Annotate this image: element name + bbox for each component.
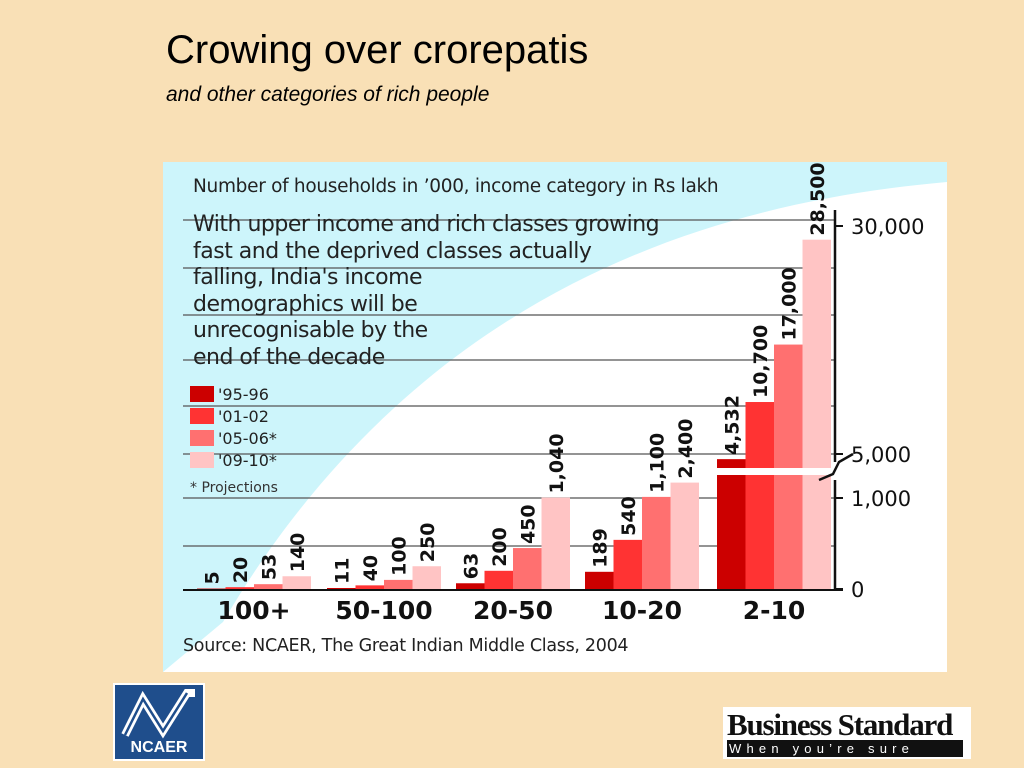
legend-swatch [190, 386, 214, 402]
bar [802, 239, 831, 589]
x-tick-label: 100+ [217, 596, 290, 625]
y-tick-label: 5,000 [851, 443, 911, 467]
legend-item: '09-10* [190, 449, 277, 471]
bar-value-label: 540 [618, 496, 640, 536]
page-title: Crowing over crorepatis [166, 28, 589, 72]
legend-label: '95-96 [218, 384, 269, 404]
annotation-line: fast and the deprived classes actually [193, 238, 592, 264]
x-tick-label: 10-20 [602, 596, 682, 625]
bar-value-label: 200 [489, 527, 511, 567]
income-bar-chart: 5 20 53 140 100+ 11 40 100 250 50-100 63 200 450 1,04… [163, 162, 947, 672]
ncaer-logo-text: NCAER [130, 739, 188, 756]
bar [717, 459, 746, 589]
bar-value-label: 100 [388, 536, 410, 576]
legend-label: '01-02 [218, 406, 269, 426]
x-tick-label: 20-50 [473, 596, 553, 625]
bar [327, 587, 356, 589]
business-standard-logo: Business Standard When you’re sure [723, 707, 971, 759]
bar-value-label: 450 [517, 504, 539, 544]
bar-value-label: 1,040 [546, 433, 568, 493]
bar-value-label: 20 [230, 557, 252, 583]
y-tick-label: 1,000 [851, 487, 911, 511]
ncaer-logo: NCAER [113, 683, 205, 761]
annotation-line: unrecognisable by the [193, 318, 428, 343]
business-standard-name: Business Standard [727, 707, 953, 742]
bar [745, 402, 774, 589]
bar [225, 587, 254, 589]
bar-value-label: 28,500 [807, 162, 829, 235]
bar [513, 548, 542, 589]
bar [254, 584, 283, 589]
legend-item: '05-06* [190, 427, 277, 449]
legend-swatch [190, 430, 214, 446]
bar-value-label: 250 [417, 523, 439, 563]
axis-break-band [711, 468, 841, 475]
bar-value-label: 5 [201, 571, 223, 584]
annotation-line: falling, India's income [193, 265, 423, 290]
bar [642, 496, 671, 589]
page-subtitle: and other categories of rich people [166, 83, 490, 106]
bar [670, 482, 699, 589]
legend-swatch [190, 408, 214, 424]
bar [282, 576, 311, 589]
bar [484, 570, 513, 589]
bar-value-label: 63 [460, 553, 482, 579]
bar-value-label: 40 [360, 555, 382, 581]
axis-break-icon [818, 452, 854, 482]
ncaer-mark-icon [121, 689, 195, 739]
bar-value-label: 1,100 [646, 433, 668, 493]
projections-footnote: * Projections [190, 480, 278, 496]
bar-value-label: 17,000 [778, 267, 800, 340]
bar [456, 583, 485, 589]
bar [541, 497, 570, 589]
chart-legend: '95-96 '01-02 '05-06* '09-10* [190, 383, 277, 471]
y-tick-label: 0 [851, 578, 864, 602]
chart-background-shade [163, 162, 947, 672]
bar-value-label: 4,532 [721, 395, 743, 455]
bar [412, 566, 441, 589]
annotation-line: end of the decade [193, 344, 385, 370]
annotation-line: demographics will be [193, 291, 418, 317]
x-tick-label: 2-10 [743, 596, 806, 625]
y-tick-label: 30,000 [851, 215, 924, 239]
legend-swatch [190, 452, 214, 468]
chart-source: Source: NCAER, The Great Indian Middle C… [183, 636, 629, 656]
legend-label: '05-06* [218, 428, 277, 448]
legend-item: '01-02 [190, 405, 277, 427]
bar-value-label: 2,400 [675, 418, 697, 478]
bar [774, 344, 803, 589]
bar [585, 571, 614, 589]
bar-value-label: 53 [258, 554, 280, 580]
chart-annotation: With upper income and rich classes growi… [193, 212, 663, 371]
bar-value-label: 11 [331, 558, 353, 584]
bar [613, 539, 642, 589]
chart-panel: 5 20 53 140 100+ 11 40 100 250 50-100 63 200 450 1,04… [163, 162, 947, 672]
business-standard-tagline: When you’re sure [727, 740, 963, 757]
chart-header: Number of households in ’000, income cat… [193, 176, 719, 197]
bar-value-label: 189 [589, 528, 611, 568]
bar-value-label: 10,700 [750, 325, 772, 398]
bar [355, 585, 384, 589]
bar-value-label: 140 [287, 533, 309, 573]
x-tick-label: 50-100 [335, 596, 432, 625]
legend-item: '95-96 [190, 383, 277, 405]
annotation-line: With upper income and rich classes growi… [193, 212, 660, 237]
legend-label: '09-10* [218, 450, 277, 470]
bar [384, 579, 413, 589]
